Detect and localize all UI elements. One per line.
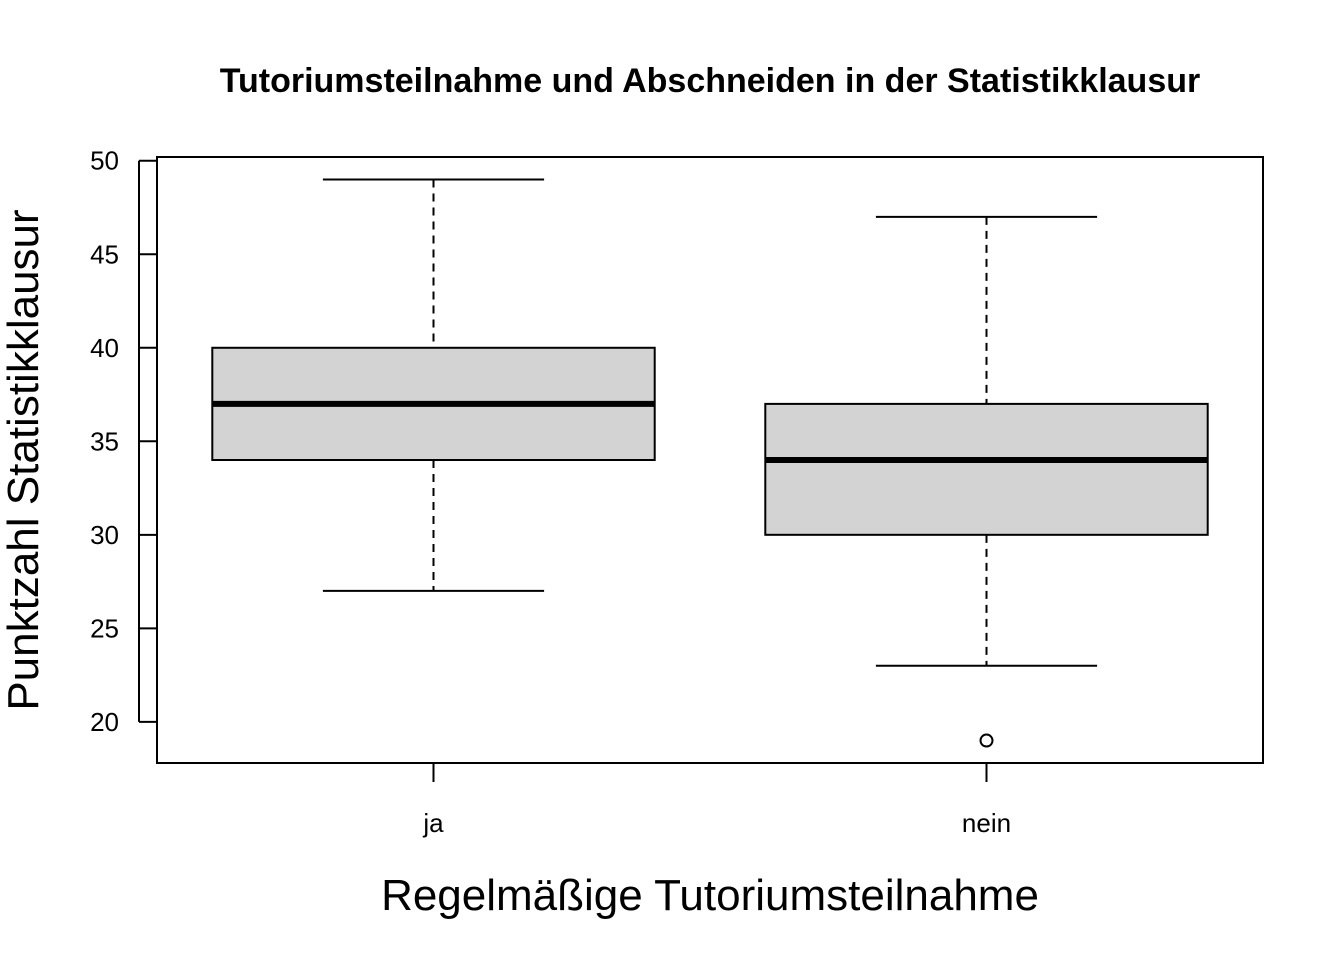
x-axis-title: Regelmäßige Tutoriumsteilnahme bbox=[381, 871, 1039, 920]
y-axis: 20 25 30 35 40 45 50 bbox=[90, 146, 157, 737]
box-ja bbox=[211, 178, 656, 592]
y-axis-title: Punktzahl Statistikklausur bbox=[0, 209, 48, 710]
y-tick-label: 35 bbox=[90, 426, 119, 456]
y-tick-label: 25 bbox=[90, 613, 119, 643]
chart-title: Tutoriumsteilnahme und Abschneiden in de… bbox=[220, 62, 1201, 100]
y-tick-label: 50 bbox=[90, 146, 119, 176]
outlier-point bbox=[979, 733, 994, 748]
plot-frame bbox=[156, 156, 1264, 764]
y-tick-label: 30 bbox=[90, 520, 119, 550]
x-tick-label: ja bbox=[422, 808, 444, 838]
y-tick-label: 40 bbox=[90, 333, 119, 363]
x-tick-label: nein bbox=[962, 808, 1011, 838]
y-tick-label: 20 bbox=[90, 707, 119, 737]
y-tick-label: 45 bbox=[90, 239, 119, 269]
x-axis: ja nein bbox=[422, 763, 1011, 838]
box-iqr bbox=[764, 402, 1209, 536]
boxes-group bbox=[211, 178, 1209, 748]
box-nein bbox=[764, 215, 1209, 748]
